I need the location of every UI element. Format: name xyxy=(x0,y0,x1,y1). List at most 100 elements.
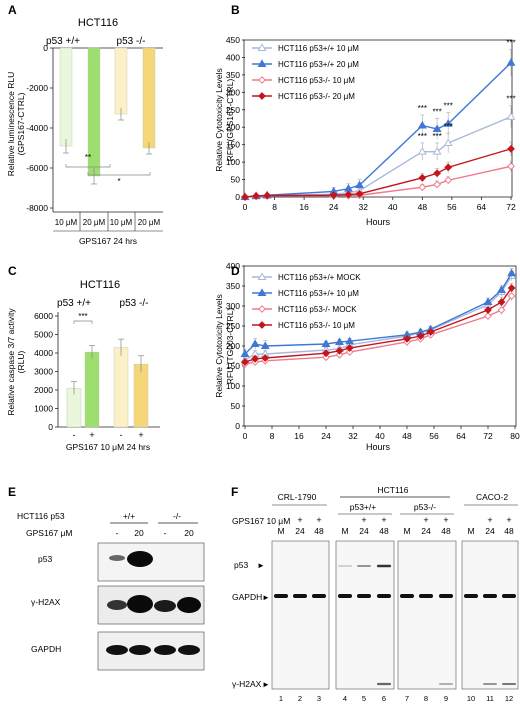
panel-f-arrow-gapdh: ► xyxy=(262,593,270,602)
ytick-label: 100 xyxy=(226,381,240,391)
panel-c-sig: *** xyxy=(78,312,87,321)
panel-d-ylabel-1: Relative Cytotoxicity Levels xyxy=(214,294,224,397)
panel-f-group-crl: CRL-1790 xyxy=(278,492,317,502)
series-point xyxy=(432,124,442,132)
xtick-label: 16 xyxy=(294,431,304,441)
time-label: M xyxy=(277,526,284,536)
panel-a-sig-bracket-1 xyxy=(65,164,111,168)
legend-label: HCT116 p53-/- 20 μM xyxy=(278,92,355,101)
panel-a-bar-label-1: 10 μM xyxy=(55,218,78,227)
panel-f-arrow-p53: ► xyxy=(257,561,265,570)
series-point xyxy=(261,354,270,362)
panel-f-blot-label-gapdh: GAPDH xyxy=(232,592,262,602)
series-point xyxy=(344,190,353,199)
panel-a-ytick-label: -8000 xyxy=(26,203,48,213)
series-point xyxy=(483,297,493,306)
time-label: 48 xyxy=(504,526,514,536)
panel-e-dose-3: - xyxy=(164,528,167,538)
panel-c: C HCT116 p53 +/+ p53 -/- Relative caspas… xyxy=(6,264,160,452)
panel-d-ylabel-2: RFU (TG003-CTRL) xyxy=(225,308,235,385)
panel-f-blot-label-p53: p53 xyxy=(234,560,248,570)
time-label: 24 xyxy=(295,526,305,536)
panel-a-bar-label-2: 20 μM xyxy=(83,218,106,227)
series-point xyxy=(426,328,435,336)
panel-b-ylabel-2: RFU (GPS167-CTRL) xyxy=(225,79,235,162)
treatment-mark: + xyxy=(381,515,386,525)
lane-number: 12 xyxy=(505,694,513,703)
lane-number: 1 xyxy=(279,694,283,703)
time-label: 48 xyxy=(379,526,389,536)
ytick-label: 0 xyxy=(235,421,240,431)
panel-c-ytick-label: 4000 xyxy=(34,348,53,358)
series-point xyxy=(432,147,442,155)
bar xyxy=(133,363,149,428)
lane-number: 6 xyxy=(382,694,386,703)
series-point xyxy=(252,192,260,200)
panel-e-blot-label-h2ax: γ-H2AX xyxy=(31,597,61,607)
gapdh-band xyxy=(439,594,453,598)
series-point xyxy=(507,268,517,277)
ytick-label: 100 xyxy=(226,157,240,167)
panel-e-geno-2: -/- xyxy=(173,511,181,521)
panel-f-group-caco: CACO-2 xyxy=(476,492,508,502)
panel-e-dose-4: 20 xyxy=(184,528,194,538)
significance-stars: *** xyxy=(444,102,453,111)
panel-c-ytick-label: 2000 xyxy=(34,385,53,395)
time-label: M xyxy=(341,526,348,536)
series-point xyxy=(241,358,249,366)
panel-f-blot-crl xyxy=(271,540,330,690)
series-line xyxy=(244,116,512,198)
treatment-mark: + xyxy=(506,515,511,525)
ytick-label: 350 xyxy=(226,70,240,80)
series-point xyxy=(418,173,427,182)
panel-e-band-gapdh-1 xyxy=(106,645,128,655)
xtick-label: 56 xyxy=(447,202,457,212)
treatment-mark: + xyxy=(361,515,366,525)
lane-number: 7 xyxy=(405,694,409,703)
panel-e-band-p53-2 xyxy=(127,551,153,567)
xtick-label: 80 xyxy=(510,431,520,441)
panel-c-ytick-label: 6000 xyxy=(34,311,53,321)
series-point xyxy=(260,341,270,350)
panel-a-title: HCT116 xyxy=(78,17,118,29)
panel-e-band-h2ax-1 xyxy=(107,600,127,610)
series-point xyxy=(417,147,427,155)
panel-f-treat-label: GPS167 10 μM xyxy=(232,516,290,526)
panel-e-blot-label-gapdh: GAPDH xyxy=(31,644,61,654)
panel-c-xlabel: GPS167 10 μM 24 hrs xyxy=(66,442,150,452)
series-point xyxy=(403,334,411,343)
time-label: 48 xyxy=(441,526,451,536)
xtick-label: 8 xyxy=(270,431,275,441)
time-label: 48 xyxy=(314,526,324,536)
legend-swatch-marker xyxy=(257,43,267,52)
series-point xyxy=(355,189,364,198)
legend-label: HCT116 p53-/- MOCK xyxy=(278,305,357,314)
panel-c-group-1: p53 +/+ xyxy=(57,298,91,309)
panel-e-row1-label: HCT116 p53 xyxy=(17,511,65,521)
panel-c-ylabel-2: (RLU) xyxy=(16,351,26,374)
panel-c-ytick-label: 0 xyxy=(48,422,53,432)
xtick-label: 56 xyxy=(429,431,439,441)
series-point xyxy=(506,58,516,66)
gapdh-band xyxy=(483,594,497,598)
panel-a-group-2: p53 -/- xyxy=(117,36,146,47)
series-point xyxy=(443,119,453,127)
panel-e-dose-2: 20 xyxy=(134,528,144,538)
ytick-label: 50 xyxy=(231,401,241,411)
h2ax-band xyxy=(483,683,497,685)
significance-stars: *** xyxy=(506,38,515,47)
panel-e-blot-label-p53: p53 xyxy=(38,554,52,564)
time-label: M xyxy=(403,526,410,536)
legend-swatch-marker xyxy=(258,321,266,329)
panel-a-sig-bracket-2 xyxy=(87,172,151,176)
series-point xyxy=(322,349,330,358)
ytick-label: 150 xyxy=(226,361,240,371)
panel-a-ytick-label: -2000 xyxy=(26,83,48,93)
xtick-label: 48 xyxy=(402,431,412,441)
series-point xyxy=(418,183,427,192)
h2ax-band xyxy=(377,682,391,686)
treatment-mark: + xyxy=(297,515,302,525)
series-point xyxy=(484,312,492,320)
legend-swatch-marker xyxy=(257,272,267,281)
panel-a-ylabel-2: (GPS167-CTRL) xyxy=(16,92,26,155)
